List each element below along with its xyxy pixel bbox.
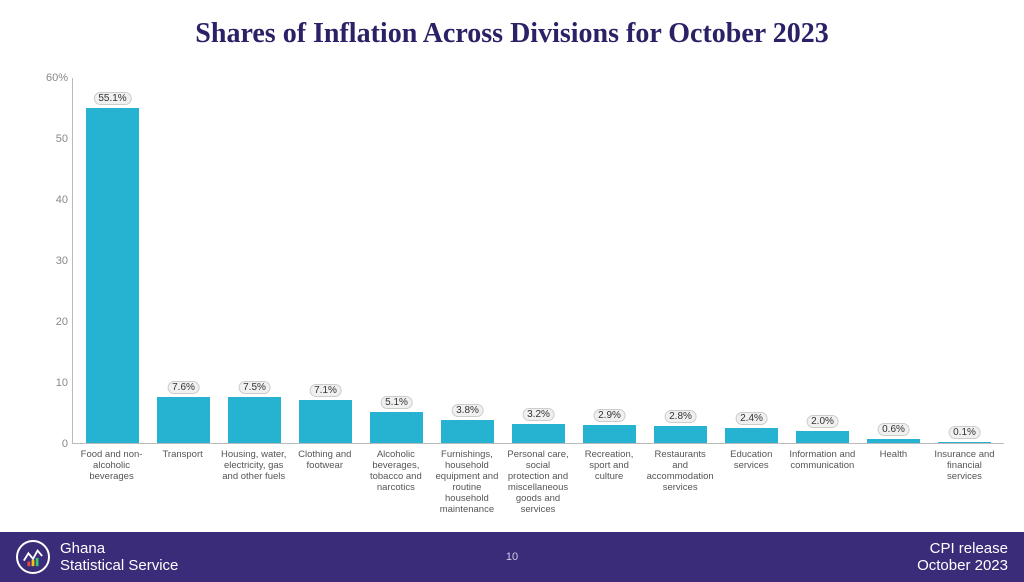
release-date: October 2023 xyxy=(917,557,1008,574)
footer-right: CPI release October 2023 xyxy=(917,540,1008,575)
footer: Ghana Statistical Service 10 CPI release… xyxy=(0,532,1024,582)
footer-left: Ghana Statistical Service xyxy=(16,540,178,575)
bar: 2.9% xyxy=(583,425,636,443)
org-line2: Statistical Service xyxy=(60,557,178,574)
bar-slot: 0.1% xyxy=(929,78,1000,443)
y-tick: 10 xyxy=(36,377,68,389)
bar-slot: 2.4% xyxy=(716,78,787,443)
bar-slot: 2.8% xyxy=(645,78,716,443)
bar-value-label: 0.6% xyxy=(877,423,910,436)
bar: 7.1% xyxy=(299,400,352,443)
y-tick: 0 xyxy=(36,438,68,450)
bar-slot: 5.1% xyxy=(361,78,432,443)
bar: 2.8% xyxy=(654,426,707,443)
x-label: Insurance and financial services xyxy=(929,446,1000,522)
bar-slot: 7.1% xyxy=(290,78,361,443)
y-tick: 30 xyxy=(36,255,68,267)
chart-container: 0102030405060% 55.1%7.6%7.5%7.1%5.1%3.8%… xyxy=(36,78,1004,522)
bar-slot: 3.2% xyxy=(503,78,574,443)
x-label: Personal care, social protection and mis… xyxy=(502,446,573,522)
bar-slot: 7.5% xyxy=(219,78,290,443)
bar-value-label: 55.1% xyxy=(93,92,131,105)
x-label: Education services xyxy=(716,446,787,522)
x-label: Furnishings, household equipment and rou… xyxy=(431,446,502,522)
bar-value-label: 2.0% xyxy=(806,415,839,428)
bar-slot: 2.0% xyxy=(787,78,858,443)
bar-value-label: 2.9% xyxy=(593,409,626,422)
bar-value-label: 3.8% xyxy=(451,404,484,417)
y-axis: 0102030405060% xyxy=(36,78,68,444)
org-line1: Ghana xyxy=(60,540,178,557)
org-logo-icon xyxy=(16,540,50,574)
x-label: Information and communication xyxy=(787,446,858,522)
bar-value-label: 7.6% xyxy=(167,381,200,394)
bar-slot: 55.1% xyxy=(77,78,148,443)
x-label: Health xyxy=(858,446,929,522)
bar-value-label: 2.8% xyxy=(664,410,697,423)
x-axis-labels: Food and non-alcoholic beveragesTranspor… xyxy=(72,446,1004,522)
bar-value-label: 3.2% xyxy=(522,408,555,421)
bar-value-label: 5.1% xyxy=(380,396,413,409)
bar-slot: 7.6% xyxy=(148,78,219,443)
release-title: CPI release xyxy=(917,540,1008,557)
y-tick: 50 xyxy=(36,133,68,145)
y-tick: 40 xyxy=(36,194,68,206)
x-label: Recreation, sport and culture xyxy=(574,446,645,522)
bar-slot: 2.9% xyxy=(574,78,645,443)
x-label: Food and non-alcoholic beverages xyxy=(76,446,147,522)
org-name: Ghana Statistical Service xyxy=(60,540,178,575)
bars-group: 55.1% 7.6% 7.5% 7.1% 5.1% 3.8% 3.2% 2.9% 2.8% 2.4… xyxy=(73,78,1004,443)
x-label: Restaurants and accommodation services xyxy=(645,446,716,522)
y-tick: 60% xyxy=(36,72,68,84)
bar-value-label: 2.4% xyxy=(735,412,768,425)
bar: 7.5% xyxy=(228,397,281,443)
y-tick: 20 xyxy=(36,316,68,328)
bar-slot: 0.6% xyxy=(858,78,929,443)
bar: 55.1% xyxy=(86,108,139,443)
x-label: Housing, water, electricity, gas and oth… xyxy=(218,446,289,522)
bar: 2.4% xyxy=(725,428,778,443)
bar-value-label: 7.1% xyxy=(309,384,342,397)
bar-slot: 3.8% xyxy=(432,78,503,443)
bar-value-label: 0.1% xyxy=(948,426,981,439)
page-title: Shares of Inflation Across Divisions for… xyxy=(0,0,1024,50)
bar: 0.1% xyxy=(938,442,991,443)
bar: 2.0% xyxy=(796,431,849,443)
bar: 3.2% xyxy=(512,424,565,443)
bar-value-label: 7.5% xyxy=(238,381,271,394)
x-label: Clothing and footwear xyxy=(289,446,360,522)
x-label: Transport xyxy=(147,446,218,522)
x-label: Alcoholic beverages, tobacco and narcoti… xyxy=(360,446,431,522)
page-number: 10 xyxy=(506,551,518,563)
bar: 0.6% xyxy=(867,439,920,443)
bar: 5.1% xyxy=(370,412,423,443)
bar: 3.8% xyxy=(441,420,494,443)
bar: 7.6% xyxy=(157,397,210,443)
plot-area: 55.1% 7.6% 7.5% 7.1% 5.1% 3.8% 3.2% 2.9% 2.8% 2.4… xyxy=(72,78,1004,444)
